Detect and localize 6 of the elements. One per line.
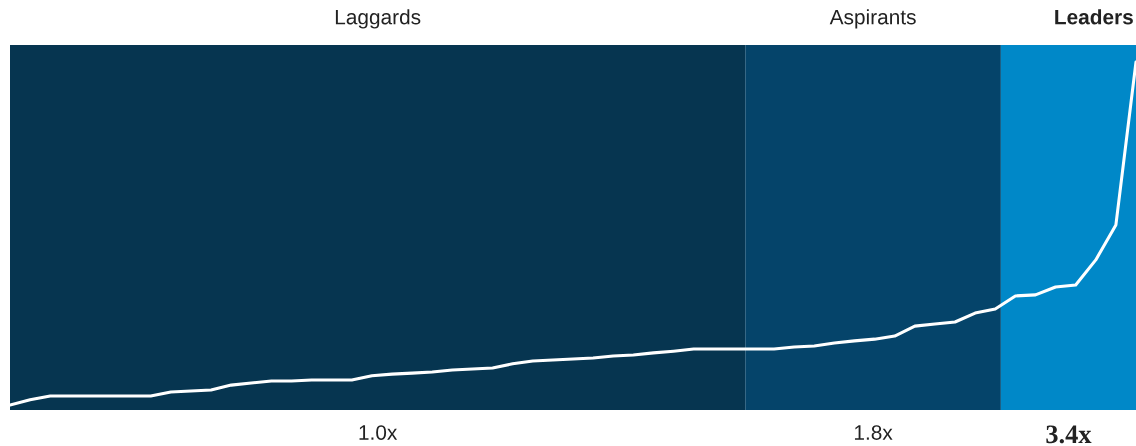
text: 3.4x [1046, 425, 1092, 444]
text: 1.0x [359, 425, 398, 440]
text: Laggards [335, 9, 421, 29]
text: Aspirants [829, 9, 916, 29]
text: 1.8x [854, 425, 893, 440]
text: Leaders [1055, 9, 1133, 25]
